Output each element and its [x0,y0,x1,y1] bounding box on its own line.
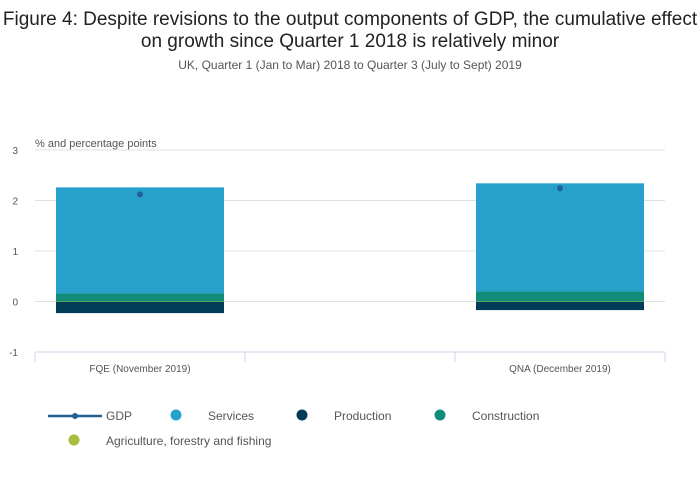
gdp-marker [557,185,563,192]
y-axis-label: % and percentage points [35,138,157,150]
chart-subtitle: UK, Quarter 1 (Jan to Mar) 2018 to Quart… [178,58,522,72]
legend-label: Construction [472,409,539,423]
x-tick-label: QNA (December 2019) [509,364,611,375]
legend-gdp-marker-icon [72,413,78,419]
legend-label: Production [334,409,391,423]
legend-swatch-icon [434,409,446,421]
y-tick-label: 1 [12,247,18,258]
legend-label: GDP [106,409,132,423]
legend-swatch-icon [296,409,308,421]
y-tick-label: 3 [12,146,18,157]
bar-services [476,183,644,292]
x-tick-label: FQE (November 2019) [89,364,190,375]
legend-swatch-icon [170,409,182,421]
legend-swatch-icon [68,434,80,446]
bar-construction [476,291,644,302]
bar-production [56,302,224,314]
bar-production [476,302,644,311]
chart-title: Figure 4: Despite revisions to the outpu… [2,9,698,52]
bar-services [56,187,224,294]
y-tick-label: 0 [12,298,18,309]
y-tick-label: -1 [9,348,18,359]
bar-construction [56,293,224,302]
gdp-marker [137,191,143,198]
legend-label: Services [208,409,254,423]
y-tick-label: 2 [12,197,18,208]
legend-label: Agriculture, forestry and fishing [106,434,271,448]
